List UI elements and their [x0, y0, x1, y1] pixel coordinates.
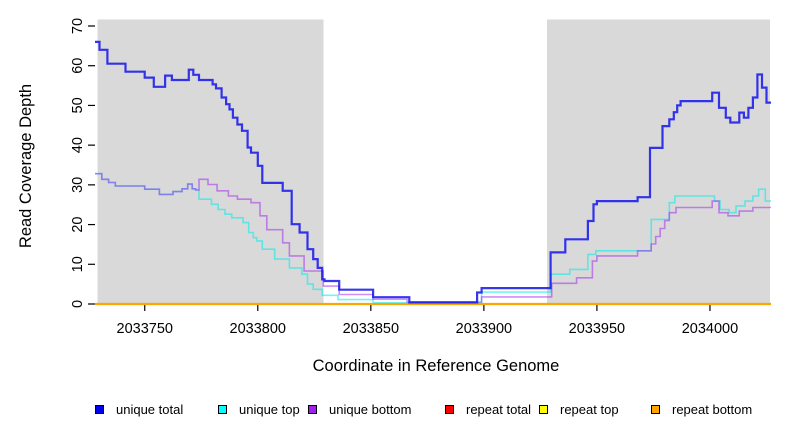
x-axis-title: Coordinate in Reference Genome: [312, 357, 560, 375]
x-tick-label: 2033850: [343, 321, 399, 337]
x-tick-label: 2034000: [682, 321, 738, 337]
right-shaded-region: [547, 19, 770, 304]
left-shaded-region: [97, 19, 324, 304]
y-tick-label: 0: [70, 300, 86, 308]
series-line-unique-total: [95, 40, 771, 304]
x-tick-label: 2033900: [456, 321, 512, 337]
series-line-unique-bottom: [95, 172, 771, 303]
y-tick-label: 50: [70, 97, 86, 113]
x-tick-label: 2033800: [230, 321, 286, 337]
y-tick-label: 20: [70, 217, 86, 233]
y-tick-label: 40: [70, 137, 86, 153]
y-axis-title: Read Coverage Depth: [17, 83, 35, 249]
y-tick-label: 10: [70, 256, 86, 272]
y-tick-label: 60: [70, 58, 86, 74]
y-tick-label: 30: [70, 177, 86, 193]
y-tick-label: 70: [70, 18, 86, 34]
x-tick-label: 2033950: [569, 321, 625, 337]
x-tick-label: 2033750: [117, 321, 173, 337]
